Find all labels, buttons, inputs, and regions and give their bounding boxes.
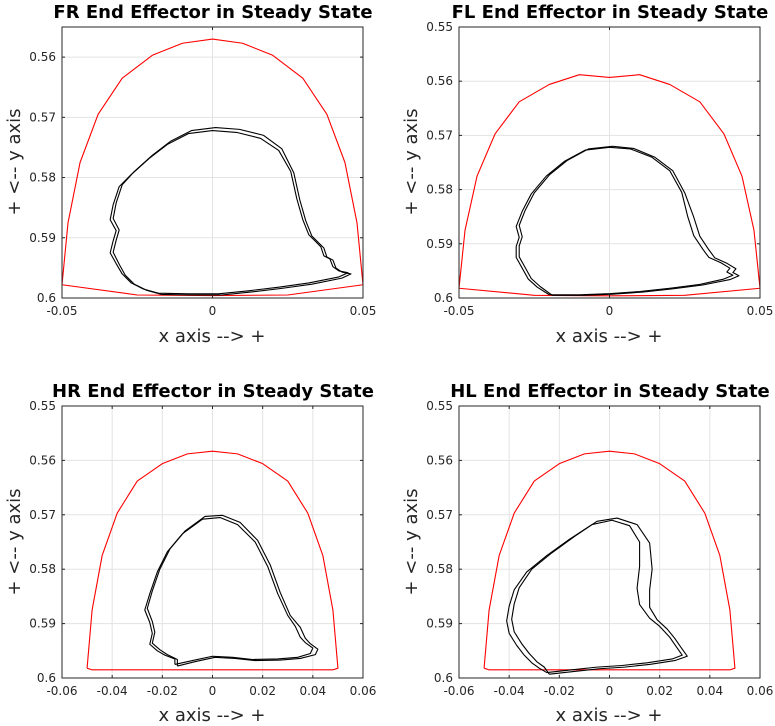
y-tick-label: 0.57 bbox=[29, 110, 56, 124]
y-axis-label: + <-- y axis bbox=[4, 488, 25, 595]
chart-title: HR End Effector in Steady State bbox=[52, 381, 374, 402]
x-tick-label: 0.04 bbox=[696, 684, 723, 698]
y-tick-label: 0.59 bbox=[29, 231, 56, 245]
x-tick-label: 0.02 bbox=[249, 684, 276, 698]
x-axis-label: x axis --> + bbox=[555, 705, 662, 726]
x-tick-label: 0 bbox=[606, 304, 614, 318]
trajectory-line-2 bbox=[112, 127, 352, 296]
y-tick-label: 0.59 bbox=[29, 617, 56, 631]
x-axis-label: x axis --> + bbox=[158, 705, 265, 726]
workspace-boundary-line bbox=[61, 38, 364, 297]
y-tick-label: 0.58 bbox=[426, 183, 453, 197]
y-axis-label: + <-- y axis bbox=[401, 488, 422, 595]
trajectory-line-2 bbox=[146, 514, 319, 667]
x-tick-label: -0.05 bbox=[46, 304, 77, 318]
y-axis-label: + <-- y axis bbox=[401, 108, 422, 215]
trajectory-line-1 bbox=[506, 519, 683, 674]
chart-title: FR End Effector in Steady State bbox=[53, 2, 372, 23]
y-tick-label: 0.55 bbox=[29, 399, 56, 413]
y-axis-label: + <-- y axis bbox=[4, 108, 25, 215]
x-tick-label: 0 bbox=[209, 304, 217, 318]
y-tick-label: 0.56 bbox=[29, 453, 56, 467]
x-tick-label: 0.05 bbox=[747, 304, 774, 318]
trajectory-line-2 bbox=[518, 145, 740, 296]
chart-title: FL End Effector in Steady State bbox=[452, 2, 769, 23]
trajectory-line-2 bbox=[511, 517, 688, 675]
y-tick-label: 0.56 bbox=[29, 50, 56, 64]
subplot-4: -0.06 -0.04 -0.02 0 0.02 0.04 0.06 0.55 0.56 0.57… bbox=[401, 381, 773, 726]
trajectory-line-1 bbox=[109, 130, 349, 295]
workspace-boundary-line bbox=[483, 450, 736, 671]
y-tick-label: 0.56 bbox=[426, 453, 453, 467]
x-tick-label: 0.02 bbox=[646, 684, 673, 698]
y-tick-label: 0.55 bbox=[426, 20, 453, 34]
x-tick-label: 0 bbox=[209, 684, 217, 698]
x-tick-label: -0.06 bbox=[46, 684, 77, 698]
y-tick-label: 0.6 bbox=[434, 291, 453, 305]
y-tick-label: 0.55 bbox=[426, 399, 453, 413]
x-tick-label: 0.04 bbox=[299, 684, 326, 698]
subplot-2: -0.05 0 0.05 0.55 0.56 0.57 0.58 0.59 0.6 FL End … bbox=[401, 2, 773, 347]
y-tick-label: 0.6 bbox=[37, 291, 56, 305]
y-tick-label: 0.57 bbox=[426, 508, 453, 522]
y-tick-label: 0.58 bbox=[29, 171, 56, 185]
y-tick-label: 0.57 bbox=[426, 128, 453, 142]
x-tick-label: 0.06 bbox=[747, 684, 774, 698]
workspace-boundary-line bbox=[458, 74, 761, 297]
x-tick-label: -0.02 bbox=[544, 684, 575, 698]
chart-title: HL End Effector in Steady State bbox=[450, 381, 770, 402]
x-tick-label: -0.02 bbox=[147, 684, 178, 698]
subplot-1: -0.05 0 0.05 0.56 0.57 0.58 0.59 0.6 FR End Effe… bbox=[4, 2, 376, 347]
x-tick-label: -0.06 bbox=[443, 684, 474, 698]
y-tick-label: 0.6 bbox=[37, 671, 56, 685]
y-tick-label: 0.58 bbox=[426, 562, 453, 576]
x-tick-label: 0 bbox=[606, 684, 614, 698]
x-tick-label: 0.06 bbox=[350, 684, 377, 698]
trajectory-line-1 bbox=[515, 146, 734, 296]
x-tick-label: 0.05 bbox=[350, 304, 377, 318]
x-tick-label: -0.04 bbox=[97, 684, 128, 698]
trajectory-line-1 bbox=[144, 516, 314, 665]
x-axis-label: x axis --> + bbox=[158, 326, 265, 347]
x-tick-label: -0.05 bbox=[443, 304, 474, 318]
y-tick-label: 0.59 bbox=[426, 237, 453, 251]
y-tick-label: 0.56 bbox=[426, 74, 453, 88]
subplot-3: -0.06 -0.04 -0.02 0 0.02 0.04 0.06 0.55 0.56 0.57… bbox=[4, 381, 376, 726]
x-tick-label: -0.04 bbox=[494, 684, 525, 698]
y-tick-label: 0.58 bbox=[29, 562, 56, 576]
y-tick-label: 0.57 bbox=[29, 508, 56, 522]
workspace-boundary-line bbox=[86, 450, 339, 671]
x-axis-label: x axis --> + bbox=[555, 326, 662, 347]
y-tick-label: 0.59 bbox=[426, 617, 453, 631]
y-tick-label: 0.6 bbox=[434, 671, 453, 685]
